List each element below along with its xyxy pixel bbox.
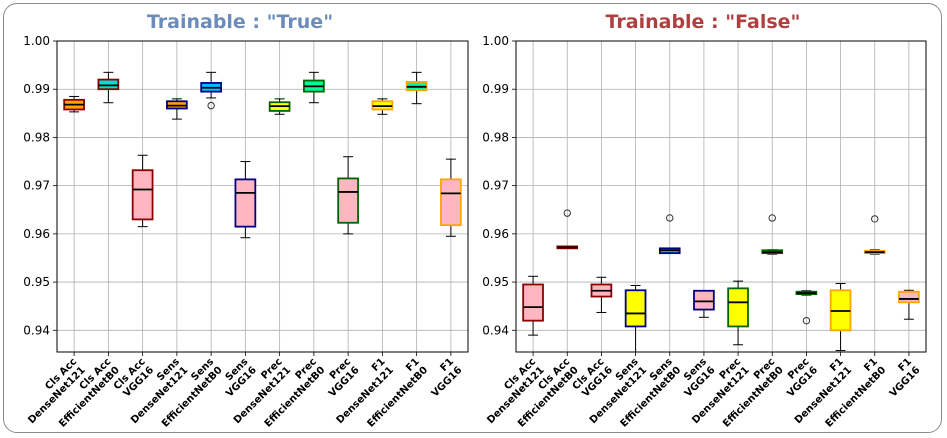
iqr-box (693, 289, 715, 311)
box-cls-acc-densenet121 (522, 275, 544, 336)
y-tick-label: 0.96 (23, 227, 50, 241)
box-f1-efficientnetb0 (405, 71, 428, 105)
x-tick-label: PrecVGG16 (777, 356, 820, 399)
y-tick-label: 0.98 (23, 130, 50, 144)
box-f1-densenet121 (371, 98, 394, 115)
box-f1-densenet121 (829, 283, 852, 352)
x-tick-label: F1VGG16 (421, 356, 464, 399)
outlier-point (563, 209, 571, 217)
y-tick-label: 1.00 (23, 34, 50, 48)
box-sens-efficientnetb0 (658, 214, 681, 255)
x-tick-label: Cls AccVGG16 (112, 356, 156, 400)
y-tick-label: 0.99 (23, 82, 50, 96)
y-tick-label: 0.97 (482, 179, 509, 193)
axes-frame (515, 40, 927, 353)
outlier-point (802, 316, 811, 325)
box-sens-densenet121 (166, 98, 188, 120)
box-sens-efficientnetb0 (200, 71, 222, 110)
outlier-point (666, 214, 674, 222)
iqr-box (97, 78, 120, 91)
box-cls-acc-vgg16 (131, 154, 154, 228)
x-tick-label-model: EfficientNetB0 (365, 365, 430, 430)
outlier-point (871, 215, 879, 223)
box-cls-acc-densenet121 (63, 95, 85, 113)
x-tick-label: F1VGG16 (879, 356, 922, 399)
box-f1-efficientnetb0 (863, 215, 886, 255)
y-tick-label: 0.95 (23, 275, 50, 289)
box-sens-vgg16 (693, 289, 715, 318)
outlier-point (207, 101, 215, 110)
box-prec-densenet121 (268, 98, 291, 115)
y-tick-label: 0.98 (482, 130, 509, 144)
iqr-box (337, 177, 359, 224)
y-tick-label: 1.00 (482, 34, 509, 48)
x-tick-label: Cls AccVGG16 (571, 356, 615, 400)
box-cls-acc-efficientnetb0 (97, 71, 120, 104)
y-tick-label: 0.94 (23, 323, 50, 337)
y-tick-label: 0.99 (482, 82, 509, 96)
x-tick-label-model: EfficientNetB0 (824, 365, 889, 430)
iqr-box (624, 289, 647, 328)
iqr-box (440, 178, 462, 227)
boxes-group (522, 209, 920, 352)
x-tick-label: SensVGG16 (216, 356, 259, 399)
iqr-box (727, 287, 749, 328)
box-cls-acc-vgg16 (590, 276, 613, 313)
panel-title: Trainable : "True" (147, 11, 333, 33)
panel-trainable-true: Trainable : "True" 1.00 0.99 0.98 0.97 0.96 0.… (23, 11, 469, 430)
boxes-group (63, 71, 462, 239)
y-tick-label: 0.94 (482, 323, 509, 337)
box-f1-vgg16 (440, 158, 462, 237)
panel-trainable-false: Trainable : "False" 1.00 0.99 0.98 0.97 0.96 0… (482, 11, 927, 430)
iqr-box (234, 178, 257, 228)
box-f1-vgg16 (898, 289, 920, 320)
box-cls-acc-efficientnetb0 (556, 209, 579, 250)
box-sens-vgg16 (234, 161, 257, 239)
figure-frame (3, 3, 942, 433)
x-tick-label: PrecVGG16 (319, 356, 362, 399)
box-prec-efficientnetb0 (761, 214, 784, 255)
box-prec-vgg16 (795, 290, 818, 325)
box-prec-densenet121 (727, 280, 749, 346)
panel-title: Trainable : "False" (606, 11, 801, 33)
outlier-point (768, 214, 776, 222)
iqr-box (131, 169, 154, 221)
x-tick-label: SensVGG16 (674, 356, 717, 399)
iqr-box (522, 283, 544, 322)
box-prec-efficientnetb0 (303, 71, 325, 104)
y-tick-label: 0.97 (23, 179, 50, 193)
box-sens-densenet121 (624, 284, 647, 352)
box-prec-vgg16 (337, 156, 359, 235)
y-tick-label: 0.96 (482, 227, 509, 241)
iqr-box (898, 290, 920, 304)
axes-frame (56, 40, 469, 353)
y-tick-label: 0.95 (482, 275, 509, 289)
